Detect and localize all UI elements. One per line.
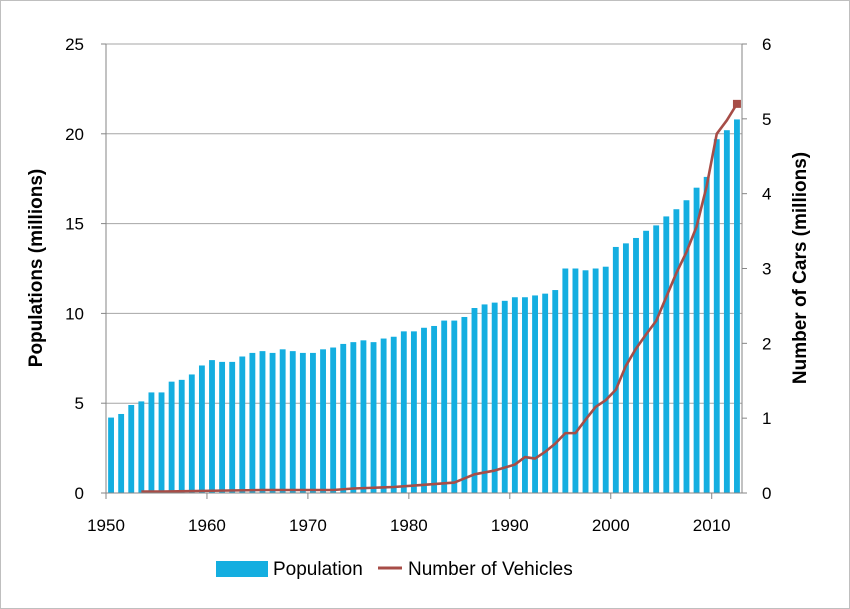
population-bar: [239, 356, 246, 493]
population-bar: [198, 365, 205, 493]
legend: Population Number of Vehicles: [216, 559, 573, 580]
x-tick-label: 1990: [491, 516, 529, 535]
legend-vehicles-label: Number of Vehicles: [408, 559, 573, 580]
population-bar: [602, 266, 609, 493]
population-bar: [229, 361, 236, 493]
population-bar: [118, 413, 125, 493]
population-bar: [259, 351, 266, 493]
population-bar: [491, 302, 498, 493]
population-bar: [653, 225, 660, 493]
population-bar: [249, 352, 256, 493]
y-left-tick-label: 10: [65, 304, 84, 323]
population-bar: [410, 331, 417, 493]
population-bar: [299, 352, 306, 493]
population-bar: [471, 308, 478, 493]
population-bar: [633, 237, 639, 493]
population-bar: [643, 230, 650, 493]
population-bar: [532, 295, 538, 493]
population-bar: [713, 139, 720, 493]
legend-population-label: Population: [273, 559, 363, 580]
y-right-tick-label: 1: [762, 409, 771, 428]
population-bar: [289, 351, 296, 493]
population-bar: [693, 187, 700, 493]
population-bar: [522, 297, 528, 493]
y-right-tick-label: 4: [762, 185, 771, 204]
population-bar: [431, 325, 438, 493]
population-bar: [481, 304, 488, 493]
population-bar: [511, 297, 518, 493]
population-bar: [451, 320, 458, 493]
population-bar: [360, 340, 367, 493]
x-tick-label: 2010: [693, 516, 731, 535]
population-bar: [501, 300, 508, 493]
population-bar: [703, 176, 710, 493]
population-bar: [673, 209, 680, 494]
population-bar: [734, 119, 740, 494]
population-bar: [148, 392, 155, 493]
population-bars: [108, 119, 740, 494]
population-bar: [178, 379, 185, 493]
population-bar: [542, 293, 549, 493]
vehicles-line-layer: [141, 99, 741, 493]
population-bar: [582, 270, 589, 493]
y-right-tick-label: 6: [762, 35, 771, 54]
vehicles-line: [141, 103, 739, 493]
population-bar: [168, 381, 175, 493]
population-bar: [441, 320, 448, 493]
population-bar: [138, 401, 145, 493]
population-bar: [723, 130, 730, 493]
population-bar: [552, 290, 559, 493]
x-tick-label: 1970: [289, 516, 327, 535]
x-tick-label: 1980: [390, 516, 428, 535]
population-bar: [370, 342, 377, 493]
population-bar: [562, 268, 569, 493]
population-bar: [592, 268, 599, 493]
y-left-tick-label: 5: [75, 394, 84, 413]
population-bar: [128, 405, 135, 493]
population-bar: [330, 347, 337, 493]
population-bar: [380, 338, 387, 493]
population-bar: [219, 361, 226, 493]
population-bar: [421, 327, 427, 493]
population-bar: [320, 349, 326, 493]
legend-population-swatch: [216, 561, 268, 577]
population-bar: [340, 343, 347, 493]
y-left-tick-label: 15: [65, 215, 84, 234]
y-left-tick-label: 20: [65, 125, 84, 144]
population-bar: [461, 316, 468, 493]
y-axis-left-label: Populations (millions): [26, 169, 47, 367]
population-bar: [209, 360, 215, 493]
population-bar: [310, 352, 316, 493]
population-bar: [400, 331, 407, 493]
population-bar: [350, 342, 357, 493]
population-bar: [390, 336, 397, 493]
axes: 0 5 10 15 20 25 0 1 2 3 4 5 6 1950 1960 1970 1980 1990 200…: [65, 35, 771, 535]
x-tick-label: 1950: [87, 516, 125, 535]
population-bar: [683, 200, 690, 493]
x-tick-label: 2000: [592, 516, 630, 535]
population-bar: [108, 417, 114, 493]
population-bar: [158, 392, 165, 493]
y-right-tick-label: 0: [762, 484, 771, 503]
population-bar: [572, 268, 579, 493]
y-right-tick-label: 3: [762, 260, 771, 279]
y-axis-right-label: Number of Cars (millions): [790, 152, 811, 384]
y-right-tick-label: 2: [762, 334, 771, 353]
population-bar: [279, 349, 286, 493]
population-bar: [612, 246, 619, 493]
vehicles-end-marker: [732, 99, 741, 108]
x-tick-label: 1960: [188, 516, 226, 535]
y-left-tick-label: 25: [65, 35, 84, 54]
population-bar: [269, 352, 276, 493]
y-right-tick-label: 5: [762, 110, 771, 129]
y-left-tick-label: 0: [75, 484, 84, 503]
population-bar: [188, 374, 195, 493]
population-bar: [663, 216, 670, 494]
